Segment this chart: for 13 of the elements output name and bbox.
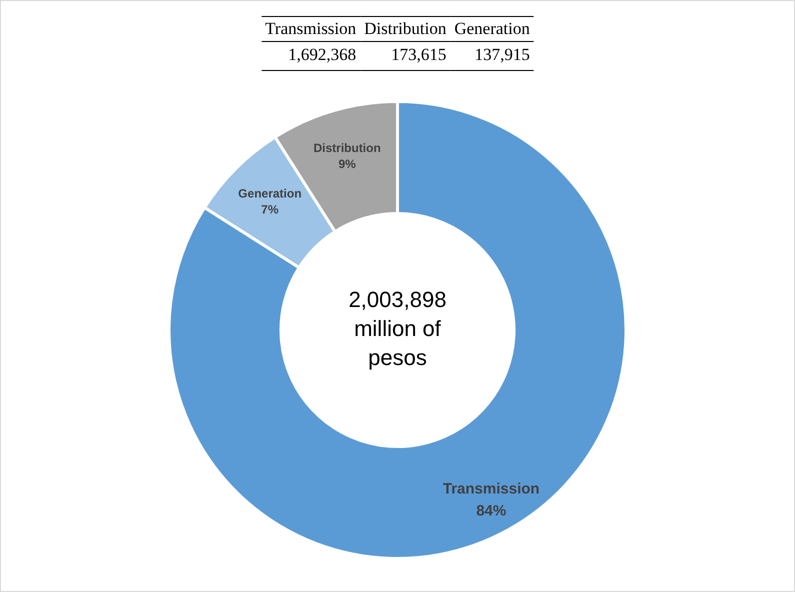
text: Generation [450,16,534,42]
text: Distribution [360,16,450,42]
text: Transmission [261,16,360,42]
text: 137,915 [450,42,534,70]
text: 2,003,898 million of pesos [348,287,446,370]
slice-label: Distribution [313,140,381,155]
text: 1,692,368 [261,42,360,70]
slice-label: Generation [238,186,302,201]
slice-label: Transmission [442,480,540,498]
data-label: 84% [476,502,506,520]
data-label: 7% [261,202,279,217]
text: 173,615 [360,42,450,70]
data-label: 9% [338,156,356,171]
